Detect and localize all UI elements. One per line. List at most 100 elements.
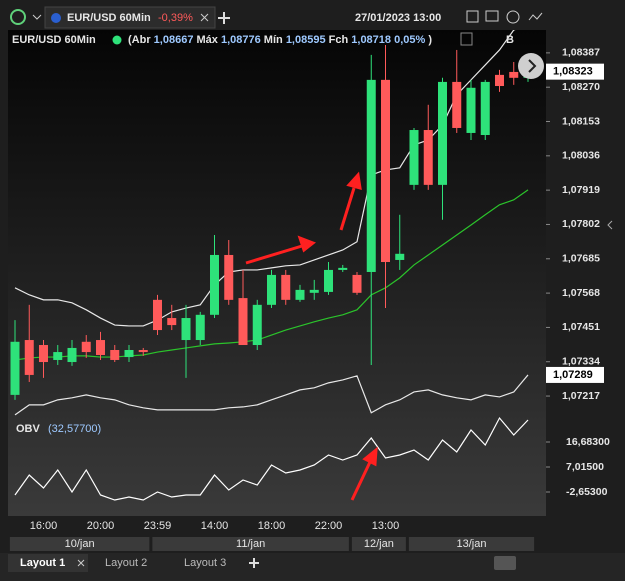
scrollbar[interactable] [494, 556, 516, 570]
tab-bar [0, 553, 625, 581]
candle-body [295, 289, 305, 300]
date-band [152, 537, 349, 551]
legend-more: B [506, 34, 514, 46]
candle-body [210, 254, 219, 315]
candle-body [438, 81, 447, 185]
legend-symbol: EUR/USD 60Min [12, 34, 96, 46]
x-tick-label: 13:00 [372, 520, 400, 532]
candle-body [24, 340, 34, 375]
candle-body [309, 289, 319, 293]
new-tab[interactable] [218, 12, 230, 24]
y-tick-label: 1,07919 [562, 184, 600, 196]
label: ) [428, 34, 432, 46]
candle-body [110, 350, 120, 360]
layout-icon[interactable] [485, 10, 499, 22]
timer-icon[interactable] [506, 10, 520, 24]
value: 1,08667 [154, 34, 194, 46]
date-band [408, 537, 535, 551]
candle-body [338, 267, 348, 270]
lower-band [14, 374, 529, 416]
chart-area [8, 30, 546, 516]
legend-line: (Abr 1,08667 Máx 1,08776 Mín 1,08595 Fch… [128, 34, 432, 46]
date-label: 11/jan [236, 538, 265, 550]
collapse-arrow[interactable] [607, 220, 613, 230]
candle-body [509, 71, 519, 78]
obv-value: (32,57700) [48, 423, 101, 435]
x-tick-label: 22:00 [315, 520, 343, 532]
arrow-line [350, 461, 372, 501]
active-tab[interactable] [8, 554, 88, 572]
y-tick-label: 1,07334 [562, 356, 600, 368]
value: 1,08776 [221, 34, 261, 46]
value: 1,08718 [351, 34, 391, 46]
label: Máx [197, 34, 219, 46]
candle-body [238, 298, 248, 346]
candle-body [124, 350, 134, 358]
label: Fch [329, 34, 349, 46]
candle-body [153, 299, 162, 331]
layout-tab[interactable]: Layout 1 [20, 557, 65, 569]
candle-body [495, 74, 504, 87]
status-dot [112, 35, 122, 45]
y-tick-label: 7,01500 [566, 461, 604, 473]
y-tick-label: 1,08387 [562, 47, 600, 59]
y-tick-label: 1,07802 [562, 218, 600, 230]
time-axis [8, 516, 546, 536]
candle-body [10, 341, 20, 395]
window-icon[interactable] [466, 10, 479, 23]
obv-name: OBV [16, 423, 41, 435]
date-label: 13/jan [457, 538, 487, 550]
flag-icon [51, 13, 61, 23]
candle-body [195, 314, 205, 341]
y-tick-label: 1,07451 [562, 321, 600, 333]
tab-change: -0,39% [158, 12, 193, 24]
candle-body [138, 350, 148, 353]
close-layout[interactable] [77, 559, 85, 567]
y-tick-label: -2,65300 [566, 486, 608, 498]
candle-body [452, 81, 462, 128]
dropdown-icon[interactable] [32, 14, 42, 20]
chart-tab[interactable] [44, 6, 216, 29]
obv-line [14, 416, 529, 501]
arrow-line [339, 187, 356, 231]
price-marker-label: 1,08323 [553, 66, 593, 78]
clock-icon[interactable] [10, 9, 26, 25]
arrow-head [297, 235, 317, 253]
label: Mín [264, 34, 283, 46]
y-tick-label: 1,08153 [562, 115, 600, 127]
candle-body [96, 340, 105, 355]
tab-title: EUR/USD 60Min [67, 12, 151, 24]
candle-body [324, 269, 333, 292]
candle-body [67, 347, 77, 363]
scroll-button[interactable] [518, 53, 544, 79]
new-layout[interactable] [249, 558, 259, 568]
arrow [528, 59, 537, 73]
layout-tab[interactable]: Layout 3 [184, 557, 226, 569]
candle-body [167, 318, 177, 326]
candle-body [267, 274, 276, 305]
label: (Abr [128, 34, 151, 46]
x-tick-label: 16:00 [30, 520, 58, 532]
y-tick-label: 1,07685 [562, 253, 600, 265]
settings-box[interactable] [460, 32, 473, 46]
candle-body [409, 130, 419, 185]
date-band [9, 537, 150, 551]
x-tick-label: 20:00 [87, 520, 115, 532]
candle-body [395, 253, 405, 260]
y-tick-label: 1,08270 [562, 81, 600, 93]
layout-tab[interactable]: Layout 2 [105, 557, 147, 569]
candle-body [181, 318, 191, 341]
candle-body [480, 81, 490, 136]
price-axis [546, 30, 622, 516]
price-marker [546, 366, 604, 383]
candle-body [252, 304, 262, 346]
annotation-arrows [245, 171, 378, 501]
close-tab[interactable] [200, 13, 209, 22]
datetime: 27/01/2023 13:00 [355, 12, 441, 24]
value: 0,05% [394, 34, 425, 46]
arrow-head [362, 446, 378, 467]
indicator-icon[interactable] [528, 12, 543, 21]
candle-body [39, 345, 48, 363]
candle-body [224, 254, 234, 300]
